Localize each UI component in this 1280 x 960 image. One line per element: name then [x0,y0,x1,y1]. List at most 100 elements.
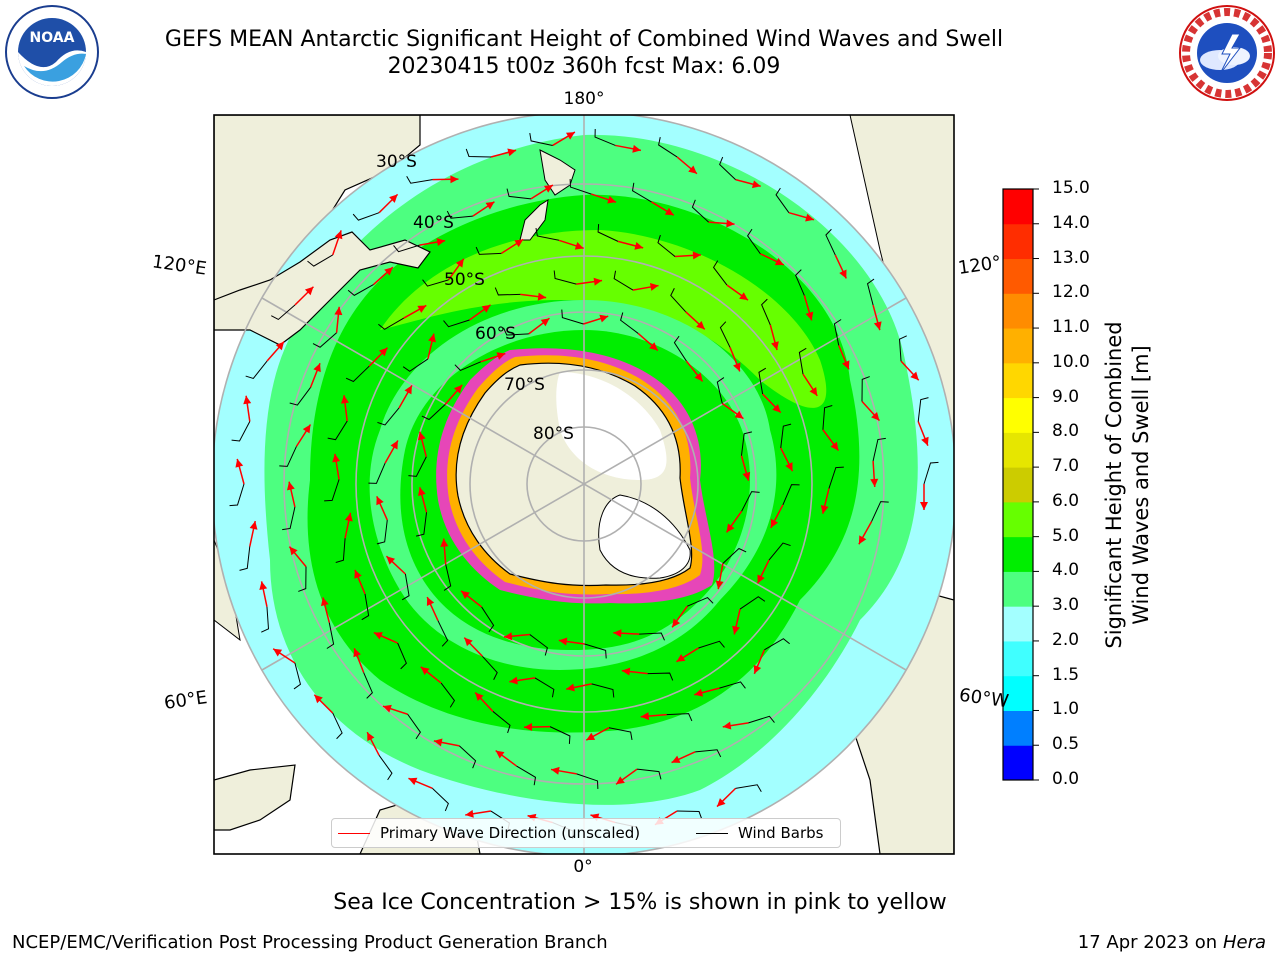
colorbar-segment [1003,675,1033,711]
wind-barb [245,360,268,380]
arrow-head [503,632,513,641]
colorbar-tick-label: 1.5 [1052,664,1080,685]
wind-barb [443,564,452,591]
wind-barb [553,270,577,285]
arrow-head [805,311,814,321]
wind-barb [861,376,870,402]
colorbar-tick-label: 13.0 [1052,247,1090,268]
wind-barb [377,407,400,426]
wind-barb [326,622,335,649]
colorbar-segment [1003,571,1033,607]
arrow-head [770,518,779,528]
arrow-head [920,502,928,510]
arrow-head [404,385,412,395]
arrow-head [433,738,443,747]
wind-barb [397,642,407,670]
wind-barb [443,319,470,328]
wind-barb [271,304,296,321]
sea-ice-note: Sea Ice Concentration > 15% is shown in … [333,890,947,915]
wind-barb [761,298,771,326]
wind-barb [666,713,693,722]
wind-barb [917,397,929,422]
arrow-head [354,569,362,579]
wind-barb [481,606,495,633]
arrow-head [757,574,765,584]
colorbar-tick-label: 9.0 [1052,386,1080,407]
legend-wave-direction: Primary Wave Direction (unscaled) [380,824,641,842]
wind-barb [719,321,731,348]
arrow-head [607,195,617,204]
colorbar-tick-label: 11.0 [1052,317,1090,338]
wind-barb [261,606,270,633]
colorbar-title-line2: Wind Waves and Swell [m] [1129,345,1153,625]
arrow-head [455,258,464,268]
lat-label-50s: 50°S [444,270,485,290]
arrow-head [389,194,398,203]
wind-barb [764,638,790,651]
map-frame [213,114,955,855]
arrow-head [558,637,568,646]
wind-barb [549,726,571,745]
wind-barb [561,309,584,325]
colorbar [1003,188,1039,781]
wind-barb [454,361,481,372]
arrow-head [640,712,650,721]
wind-barb [475,246,502,255]
colorbar-segment [1003,536,1033,572]
wind-barb [657,234,676,257]
colorbar-segment [1003,467,1033,503]
wind-barb [687,596,714,607]
arrow-head [599,314,609,323]
arrow-head [616,776,625,785]
wind-barb [534,677,555,698]
arrow-head [921,436,929,446]
wind-barb [822,405,833,430]
arrow-head [910,371,919,381]
arrow-head [726,523,735,533]
wind-barb [798,347,807,375]
colorbar-tick-label: 7.0 [1052,456,1080,477]
arrow-head [664,207,674,216]
wind-barb [279,446,297,467]
wind-barb [535,228,560,241]
wind-barb [748,715,775,724]
colorbar-tick-label: 0.0 [1052,769,1080,789]
arrow-head [574,242,584,250]
meridian-label-180: 180° [563,89,605,109]
arrow-head [742,471,751,481]
colorbar-segment [1003,640,1033,677]
arrow-head [722,721,732,730]
wind-barb [401,573,410,601]
wind-barb [298,566,307,592]
colorbar-segment [1003,432,1033,468]
wind-barb [716,377,725,404]
arrow-head [417,431,426,441]
wind-barb [923,461,939,485]
black-line-icon [696,832,728,834]
arrow-head [450,175,459,184]
arrow-head [334,230,343,240]
wind-barb [722,547,747,564]
colorbar-tick-label: 15.0 [1052,178,1090,198]
arrow-head [373,632,383,640]
arrow-head [524,723,533,732]
arrow-head [734,410,744,419]
red-line-icon [338,832,370,834]
wind-barb [422,279,449,287]
colorbar-tick-label: 5.0 [1052,525,1080,546]
wind-barb [691,199,709,223]
arrow-head [649,342,658,351]
arrow-head [739,292,748,301]
colorbar-segment [1003,501,1033,538]
wind-barb [293,662,302,690]
wave-direction-arrows [229,129,939,839]
colorbar-tick-label: 1.0 [1052,699,1080,720]
wind-barb [594,129,616,146]
arrow-head [688,165,697,174]
arrow-head [475,692,484,702]
wind-barb [719,156,736,181]
arrow-head [805,213,814,222]
wind-barb [698,640,725,649]
arrow-head [344,512,353,522]
